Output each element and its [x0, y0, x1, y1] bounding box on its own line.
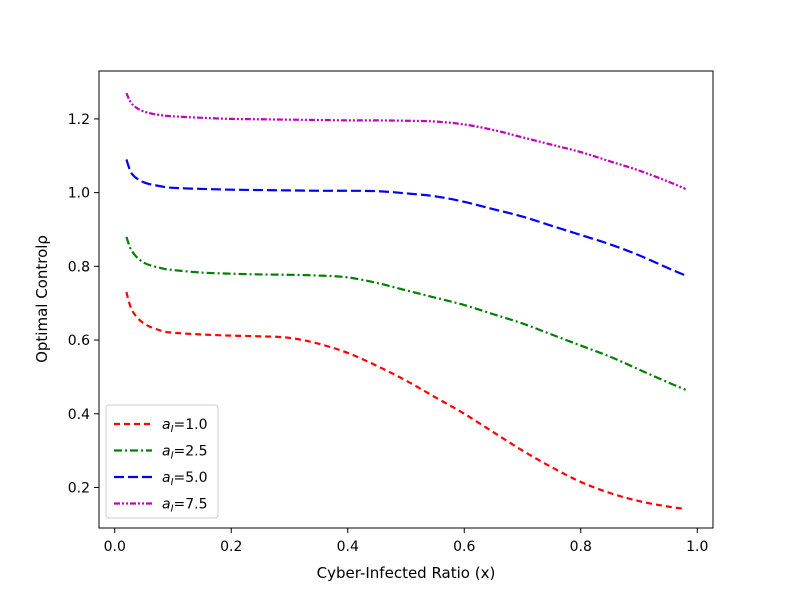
plot-layer [125, 92, 687, 510]
x-tick-label: 1.0 [686, 539, 708, 555]
y-tick-label: 0.4 [68, 407, 90, 423]
y-tick-label: 1.2 [68, 112, 90, 128]
y-axis-label: Optimal Controlρ [33, 235, 51, 363]
x-tick-label: 0.8 [570, 539, 592, 555]
y-tick-label: 0.8 [68, 259, 90, 275]
x-tick-label: 0.6 [453, 539, 475, 555]
axes-frame [98, 70, 714, 529]
series-line-3 [125, 159, 687, 277]
legend: aI=1.0 aI=2.5 aI=5.0 aI=7.5 [105, 404, 219, 519]
legend-box [105, 404, 219, 519]
y-tick-label: 0.2 [68, 480, 90, 496]
legend-label-4: aI=7.5 [162, 497, 208, 515]
series-line-1 [125, 291, 686, 510]
y-tick-label: 1.0 [68, 186, 90, 202]
legend-label-1: aI=1.0 [162, 417, 208, 435]
x-tick-label: 0.4 [337, 539, 359, 555]
x-tick-label: 0.0 [104, 539, 126, 555]
legend-label-3: aI=5.0 [162, 470, 208, 488]
series-line-4 [125, 92, 687, 190]
y-tick-label: 0.6 [68, 333, 90, 349]
legend-label-2: aI=2.5 [162, 444, 208, 462]
x-axis-label: Cyber-Infected Ratio (x) [317, 564, 496, 582]
ticks-layer: 0.0 0.2 0.4 0.6 0.8 1.0 0.2 0.4 0.6 0.8 1.0 1.2 [68, 112, 709, 555]
x-tick-label: 0.2 [220, 539, 242, 555]
